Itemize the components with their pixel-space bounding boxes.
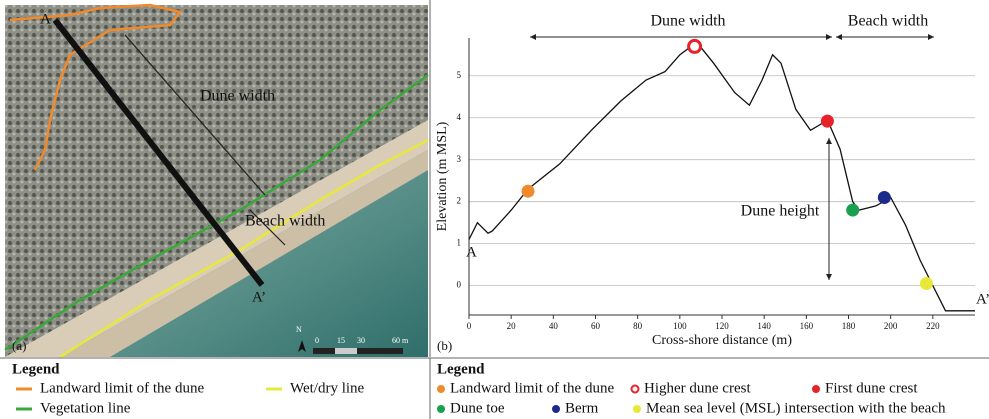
legend-swatch xyxy=(812,385,820,393)
y-tick-label: 5 xyxy=(457,70,462,80)
y-tick-label: 0 xyxy=(457,280,462,290)
x-tick-label: 60 xyxy=(591,321,601,331)
legend-label: First dune crest xyxy=(825,380,918,396)
arrow-head xyxy=(928,34,934,40)
legend-swatch xyxy=(437,385,445,393)
x-tick-label: 100 xyxy=(673,321,687,331)
arrow-head xyxy=(836,34,842,40)
x-tick-label: 40 xyxy=(549,321,559,331)
point-label: A xyxy=(40,11,51,27)
annotation: Beach width xyxy=(245,213,325,230)
arrow-head xyxy=(826,34,832,40)
scale-label: 0 xyxy=(315,336,319,345)
aerial-photo xyxy=(5,5,428,357)
x-tick-label: 200 xyxy=(884,321,898,331)
x-axis-label: Cross-shore distance (m) xyxy=(652,333,792,348)
legend-label: Berm xyxy=(565,400,599,416)
legend-label: Landward limit of the dune xyxy=(450,380,614,396)
arrow-head xyxy=(530,34,536,40)
legend-title: Legend xyxy=(12,361,60,377)
x-tick-label: 20 xyxy=(507,321,517,331)
point-label: A xyxy=(466,244,477,260)
legend-swatch xyxy=(437,405,445,413)
y-axis-label: Elevation (m MSL) xyxy=(435,121,450,231)
y-tick-label: 2 xyxy=(457,196,462,206)
legend-label: Wet/dry line xyxy=(290,380,365,396)
y-tick-label: 4 xyxy=(457,112,462,122)
x-tick-label: 120 xyxy=(715,321,729,331)
x-tick-label: 80 xyxy=(633,321,643,331)
legend-label: Dune toe xyxy=(450,400,505,416)
annotation: Dune width xyxy=(650,13,725,30)
legend-label: Landward limit of the dune xyxy=(40,380,204,396)
key-point xyxy=(846,204,859,217)
x-tick-label: 0 xyxy=(467,321,472,331)
key-point xyxy=(821,115,834,128)
x-tick-label: 140 xyxy=(757,321,771,331)
key-point xyxy=(522,185,535,198)
key-point xyxy=(920,277,933,290)
x-tick-label: 160 xyxy=(800,321,814,331)
y-tick-label: 1 xyxy=(457,238,462,248)
legend-label: Mean sea level (MSL) intersection with t… xyxy=(646,400,946,416)
figure: A A’ Dune width Beach width (a) N Legend… xyxy=(0,0,989,419)
legend-swatch xyxy=(633,405,641,413)
legend-title: Legend xyxy=(437,361,485,377)
scale-label: 60 m xyxy=(392,336,409,345)
x-tick-label: 220 xyxy=(926,321,940,331)
north-label: N xyxy=(296,325,302,334)
panel-label: (b) xyxy=(437,338,452,353)
scale-label: 30 xyxy=(357,336,365,345)
panel-label: (a) xyxy=(12,338,26,353)
legend-swatch xyxy=(632,386,639,393)
legend-label: Higher dune crest xyxy=(644,380,751,396)
annotation: Dune width xyxy=(200,88,275,105)
legend-label: Vegetation line xyxy=(40,400,131,416)
y-tick-label: 3 xyxy=(457,154,462,164)
scale-label: 15 xyxy=(337,336,345,345)
x-tick-label: 180 xyxy=(842,321,856,331)
key-point xyxy=(878,191,891,204)
key-point xyxy=(689,40,701,52)
legend-swatch xyxy=(552,405,560,413)
annotation: Dune height xyxy=(741,203,820,220)
point-label: A’ xyxy=(976,291,989,307)
point-label: A’ xyxy=(252,289,266,305)
profile-line xyxy=(469,42,975,311)
annotation: Beach width xyxy=(848,13,928,30)
